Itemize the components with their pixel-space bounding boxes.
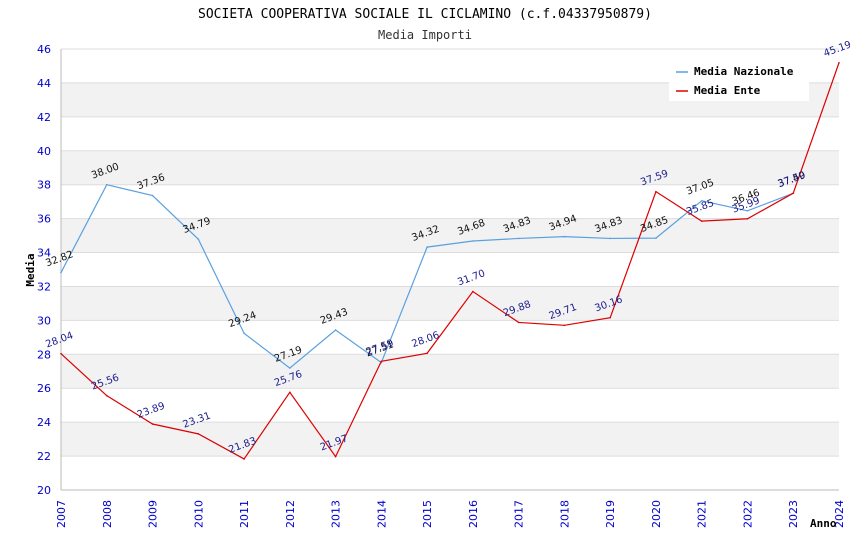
- data-point: [609, 316, 611, 319]
- data-point: [289, 367, 291, 369]
- x-axis-label: Anno: [810, 517, 837, 530]
- grid-band: [61, 150, 839, 185]
- data-point: [60, 271, 62, 274]
- x-tick-label: 2010: [192, 500, 205, 528]
- x-tick-label: 2008: [101, 500, 114, 528]
- data-point: [563, 235, 566, 238]
- grid-band: [61, 286, 839, 321]
- grid-band: [61, 422, 839, 457]
- x-tick-label: 2023: [787, 500, 800, 528]
- data-point: [197, 433, 200, 435]
- data-point: [746, 210, 749, 212]
- y-tick-label: 20: [37, 484, 51, 497]
- data-point: [472, 290, 474, 293]
- data-point: [151, 423, 154, 425]
- grid-band: [61, 354, 839, 389]
- data-point: [243, 458, 245, 460]
- chart-title: SOCIETA COOPERATIVA SOCIALE IL CICLAMINO…: [198, 7, 652, 22]
- x-tick-label: 2020: [650, 500, 663, 528]
- data-point: [197, 238, 200, 240]
- chart-subtitle: Media Importi: [378, 28, 472, 42]
- legend-label-media-nazionale: Media Nazionale: [694, 65, 794, 78]
- data-point: [655, 237, 657, 239]
- data-point: [151, 194, 154, 197]
- y-tick-label: 36: [37, 213, 51, 226]
- x-tick-label: 2015: [421, 500, 434, 528]
- data-point: [105, 183, 108, 186]
- x-tick-label: 2011: [238, 500, 251, 528]
- grid-band: [61, 218, 839, 253]
- data-point: [426, 246, 428, 248]
- x-tick-label: 2007: [55, 500, 68, 528]
- y-tick-label: 40: [37, 145, 51, 158]
- y-tick-label: 30: [37, 314, 51, 327]
- data-point: [105, 394, 108, 397]
- data-point: [243, 332, 245, 335]
- data-point: [334, 329, 337, 331]
- x-tick-label: 2019: [604, 500, 617, 528]
- data-point: [472, 240, 474, 242]
- x-tick-label: 2022: [741, 500, 754, 528]
- x-tick-label: 2014: [375, 500, 388, 528]
- data-point: [700, 200, 703, 202]
- x-axis-ticks: 2007 2008 2009 2010 2011 2012 2013 2014 2015 2016…: [55, 500, 846, 528]
- data-point: [517, 321, 520, 324]
- x-tick-label: 2013: [330, 500, 343, 528]
- grid-bands: [61, 82, 839, 457]
- series-lines: [60, 61, 840, 460]
- y-tick-label: 46: [37, 43, 51, 56]
- legend-box: [669, 59, 809, 101]
- data-point: [700, 220, 703, 222]
- y-tick-label: 34: [37, 247, 51, 260]
- x-tick-label: 2021: [696, 500, 709, 528]
- y-tick-label: 44: [37, 77, 51, 90]
- y-tick-label: 32: [37, 280, 51, 293]
- data-point: [60, 352, 62, 355]
- y-tick-label: 22: [37, 450, 51, 463]
- x-tick-label: 2012: [284, 500, 297, 528]
- x-tick-label: 2018: [558, 500, 571, 528]
- y-tick-label: 28: [37, 348, 51, 361]
- x-tick-label: 2017: [513, 500, 526, 528]
- y-tick-label: 38: [37, 179, 51, 192]
- y-tick-label: 24: [37, 416, 51, 429]
- y-axis-ticks: 20 22 24 26 28 30 32 34 36 38 40 42 44 46: [37, 43, 51, 497]
- data-point: [746, 217, 749, 220]
- x-tick-label: 2016: [467, 500, 480, 528]
- x-tick-label: 2024: [833, 500, 846, 528]
- x-tick-label: 2009: [147, 500, 160, 528]
- data-point: [289, 391, 291, 394]
- y-tick-label: 26: [37, 382, 51, 395]
- legend: Media Nazionale Media Ente: [669, 59, 809, 101]
- data-point: [609, 237, 611, 240]
- y-axis-label: Media: [24, 253, 37, 286]
- series-line-media-ente: [60, 62, 840, 460]
- data-point: [517, 237, 520, 240]
- data-point: [380, 360, 383, 363]
- data-point: [563, 324, 566, 327]
- data-point: [334, 455, 337, 458]
- legend-label-media-ente: Media Ente: [694, 84, 761, 97]
- y-tick-label: 42: [37, 111, 51, 124]
- data-point: [838, 61, 840, 64]
- data-point: [792, 192, 795, 194]
- data-point: [426, 352, 428, 355]
- data-point: [655, 190, 657, 193]
